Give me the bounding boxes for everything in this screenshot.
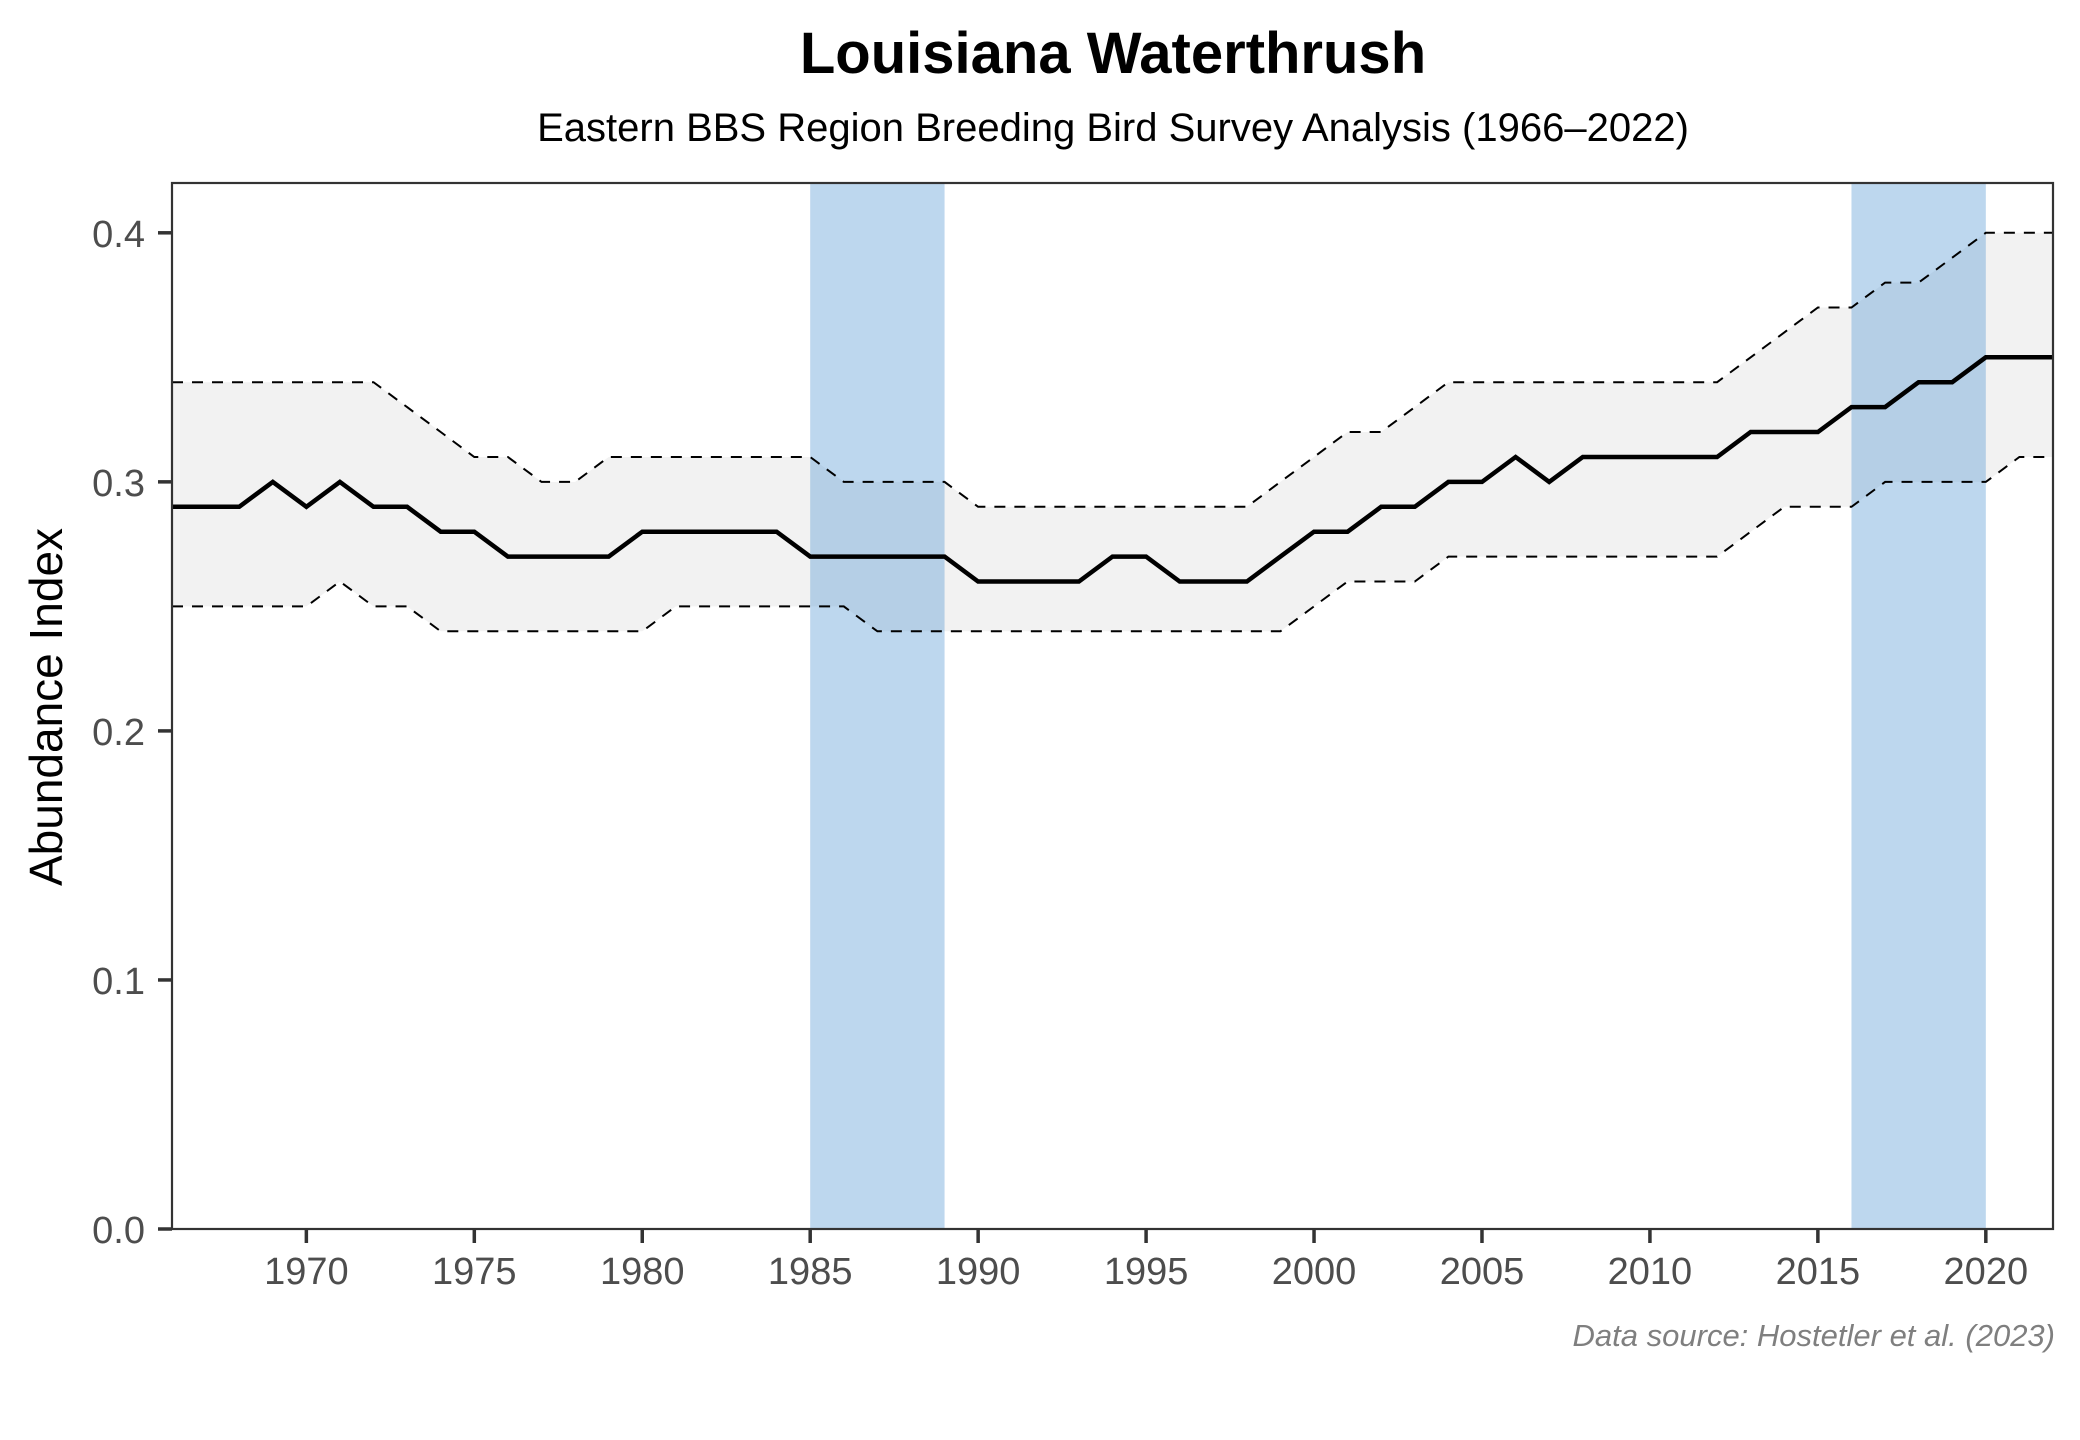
y-axis: 0.0 0.1 0.2 0.3 0.4 [92,214,172,1252]
abundance-index-line [172,355,2053,584]
y-tick-label: 0.3 [92,463,145,505]
x-tick-label: 1975 [432,1251,517,1293]
x-tick-label: 2015 [1776,1251,1861,1293]
highlight-band-1985-1989 [810,183,945,1229]
y-tick-label: 0.2 [92,712,145,754]
panel-background [172,183,2053,1229]
panel-border [170,181,2055,1231]
x-tick-label: 2020 [1944,1251,2029,1293]
lower-interval-line [172,456,2053,633]
chart-subtitle: Eastern BBS Region Breeding Bird Survey … [537,106,1689,150]
y-tick-label: 0.0 [92,1210,145,1252]
x-tick-label: 1980 [600,1251,685,1293]
highlight-bands [810,183,1986,1229]
data-source-caption: Data source: Hostetler et al. (2023) [1573,1318,2055,1353]
x-tick-label: 2000 [1272,1251,1357,1293]
highlight-band-2016-2020 [1851,183,1986,1229]
x-tick-label: 1990 [936,1251,1021,1293]
x-tick-label: 1995 [1104,1251,1189,1293]
plot-panel [170,181,2055,1231]
chart-title: Louisiana Waterthrush [800,21,1426,86]
y-tick-label: 0.1 [92,961,145,1003]
x-axis: 1970 1975 1980 1985 1990 1995 2000 2005 2010 2015… [264,1229,2028,1293]
x-tick-label: 1985 [768,1251,853,1293]
x-tick-label: 1970 [264,1251,349,1293]
y-tick-label: 0.4 [92,214,145,256]
x-tick-label: 2005 [1440,1251,1525,1293]
y-axis-title: Abundance Index [20,528,72,886]
x-tick-label: 2010 [1608,1251,1693,1293]
